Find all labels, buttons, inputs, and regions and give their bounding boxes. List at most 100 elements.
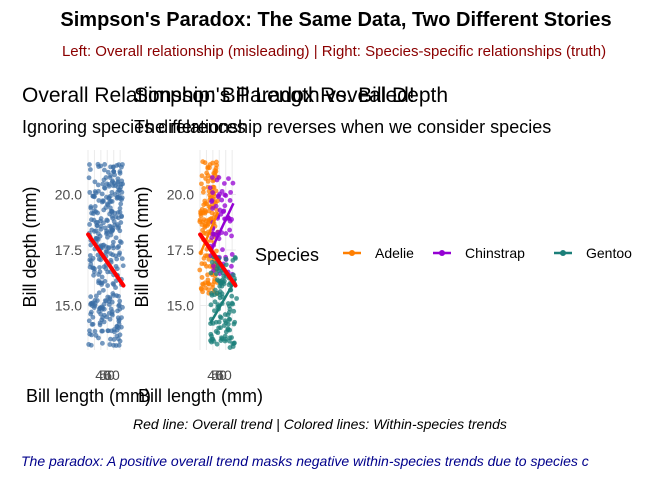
data-point — [202, 261, 207, 267]
data-point — [213, 319, 219, 325]
data-point — [100, 181, 106, 187]
data-point — [226, 176, 231, 182]
x-tick-label: 50 — [99, 367, 115, 383]
data-point — [98, 311, 104, 317]
data-point — [116, 303, 122, 309]
data-point — [208, 270, 214, 276]
data-point — [214, 341, 220, 347]
y-tick-label: 15.0 — [167, 298, 194, 314]
data-point — [222, 312, 228, 317]
data-point — [98, 305, 104, 311]
data-point — [114, 195, 120, 201]
data-point — [201, 186, 207, 191]
data-point — [100, 287, 106, 293]
data-point — [87, 331, 93, 337]
data-point — [92, 328, 98, 334]
data-point — [113, 285, 118, 290]
data-point — [197, 267, 203, 273]
data-point — [209, 259, 215, 265]
data-point — [206, 217, 212, 223]
left-panel-title: Overall Relationship: Bill Length vs. Bi… — [22, 84, 448, 107]
data-point — [96, 188, 101, 194]
left-panel-subtitle: Ignoring species differences — [22, 117, 246, 137]
data-point — [118, 164, 124, 170]
data-point — [202, 160, 208, 166]
data-point — [88, 342, 94, 348]
data-point — [222, 333, 228, 339]
data-point — [86, 175, 92, 181]
data-point — [227, 227, 233, 233]
data-point — [108, 198, 114, 204]
trend-line-adelie — [198, 211, 220, 255]
data-point — [226, 338, 232, 344]
data-point — [218, 325, 223, 331]
data-point — [102, 278, 108, 284]
y-tick-label: 17.5 — [55, 242, 82, 258]
data-point — [229, 233, 234, 239]
data-point — [116, 252, 122, 258]
data-point — [109, 189, 115, 195]
data-point — [104, 314, 110, 320]
data-point — [231, 308, 237, 314]
data-point — [106, 299, 112, 304]
data-point — [105, 218, 110, 224]
data-point — [200, 189, 206, 195]
data-point — [97, 269, 103, 275]
data-point — [114, 266, 120, 272]
data-point — [203, 231, 209, 236]
x-tick-label: 50 — [211, 367, 227, 383]
data-point — [200, 219, 206, 225]
data-point — [119, 189, 125, 195]
data-point — [93, 293, 99, 299]
data-point — [213, 169, 219, 174]
data-point — [97, 320, 103, 326]
data-point — [231, 321, 237, 327]
data-point — [199, 181, 204, 187]
data-point — [110, 291, 116, 296]
data-point — [208, 331, 214, 337]
data-point — [210, 190, 215, 195]
data-point — [100, 340, 105, 346]
data-point — [209, 175, 215, 180]
data-point — [100, 198, 106, 203]
data-point — [87, 162, 92, 167]
data-point — [98, 216, 104, 221]
data-point — [108, 232, 114, 238]
overall-trend-line — [198, 232, 238, 288]
data-point — [104, 228, 109, 234]
series-gentoo — [208, 254, 239, 350]
data-point — [209, 235, 215, 241]
data-point — [214, 177, 220, 183]
data-point — [219, 335, 224, 341]
data-point — [205, 173, 211, 178]
data-point — [110, 312, 115, 318]
data-point — [223, 193, 229, 198]
data-point — [115, 308, 120, 314]
data-point — [212, 299, 218, 305]
left-y-axis-label: Bill depth (mm) — [20, 186, 40, 307]
data-point — [101, 167, 107, 173]
data-point — [87, 222, 92, 227]
data-point — [209, 199, 214, 204]
data-point — [99, 274, 105, 280]
data-point — [111, 342, 116, 348]
data-point — [222, 318, 228, 324]
legend-key-point — [349, 250, 355, 256]
legend-item-chinstrap: Chinstrap — [433, 245, 525, 261]
data-point — [107, 316, 113, 322]
data-point — [90, 265, 96, 271]
data-point — [214, 248, 219, 254]
data-point — [89, 303, 95, 309]
data-point — [212, 194, 217, 199]
data-point — [202, 207, 208, 213]
data-point — [204, 201, 210, 207]
data-point — [119, 195, 125, 201]
data-point — [93, 209, 99, 215]
data-point — [213, 329, 219, 334]
data-point — [223, 256, 229, 262]
data-point — [102, 162, 108, 167]
data-point — [198, 213, 204, 219]
data-point — [217, 207, 223, 213]
data-point — [95, 252, 101, 258]
data-point — [117, 239, 123, 244]
